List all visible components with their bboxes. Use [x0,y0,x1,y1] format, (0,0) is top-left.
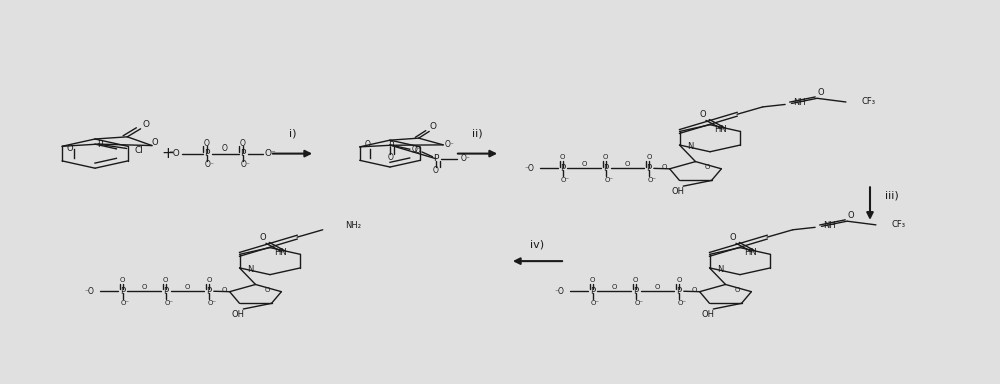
Text: O: O [646,154,652,160]
Text: O: O [560,154,565,160]
Text: O: O [142,120,149,129]
Text: O: O [705,164,710,170]
Text: O⁻: O⁻ [412,146,422,154]
Text: iv): iv) [530,240,545,250]
Text: O: O [152,138,158,147]
Text: N: N [718,265,724,274]
Text: iii): iii) [885,190,899,200]
Text: O⁻: O⁻ [241,160,251,169]
Text: P: P [676,287,682,296]
Text: O: O [222,286,227,293]
Text: P: P [560,164,565,173]
Text: NH: NH [793,98,806,107]
Text: P: P [633,287,638,296]
Text: Cl: Cl [134,146,143,154]
Text: ⁻O: ⁻O [168,149,180,158]
Text: O: O [206,277,212,283]
Text: O⁻: O⁻ [264,149,276,158]
Text: O: O [818,88,824,98]
Text: O: O [265,287,270,293]
Text: O⁻: O⁻ [647,177,657,183]
Text: P: P [204,149,210,158]
Text: O: O [142,284,147,290]
Text: O: O [433,166,439,175]
Text: O: O [612,284,617,290]
Text: NH: NH [823,221,836,230]
Text: CF₃: CF₃ [862,98,876,106]
Text: O: O [676,277,682,283]
Text: P: P [590,287,595,296]
Text: P: P [433,154,439,163]
Text: O: O [700,110,707,119]
Text: O: O [430,122,437,131]
Text: OH: OH [672,187,685,196]
Text: O⁻: O⁻ [444,141,454,149]
Text: P: P [388,141,393,150]
Text: O: O [185,284,190,290]
Text: O: O [222,144,228,154]
Text: O: O [364,140,370,149]
Text: O⁻: O⁻ [591,300,600,306]
Text: O: O [625,161,630,167]
Text: P: P [603,164,608,173]
Text: CF₃: CF₃ [892,220,906,229]
Text: O⁻: O⁻ [677,300,687,306]
Text: O⁻: O⁻ [205,160,215,169]
Text: O⁻: O⁻ [461,154,471,163]
Text: O: O [848,211,854,220]
Text: OH: OH [232,310,245,319]
Text: O: O [692,286,697,293]
Text: O⁻: O⁻ [604,177,613,183]
Text: ii): ii) [472,128,483,138]
Text: P: P [240,149,246,158]
Text: O: O [603,154,608,160]
Text: O⁻: O⁻ [164,300,173,306]
Text: P: P [163,287,168,296]
Text: ⁻O: ⁻O [524,164,534,173]
Text: NH₂: NH₂ [345,222,361,230]
Text: P: P [120,287,125,296]
Text: O⁻: O⁻ [207,300,217,306]
Text: i): i) [289,128,296,138]
Text: ⁻O: ⁻O [554,287,564,296]
Text: O: O [730,233,737,242]
Text: O: O [655,284,660,290]
Text: HN: HN [744,248,756,257]
Text: O: O [388,153,393,162]
Text: O: O [163,277,168,283]
Text: O: O [67,144,73,153]
Text: N: N [688,142,694,151]
Text: O: O [590,277,595,283]
Text: O: O [414,146,420,155]
Text: P: P [646,164,652,173]
Text: O: O [240,139,246,148]
Text: O: O [204,139,210,148]
Text: HN: HN [274,248,286,257]
Text: O: O [120,277,125,283]
Text: O: O [735,287,740,293]
Text: N: N [248,265,254,274]
Text: O⁻: O⁻ [634,300,643,306]
Text: P: P [206,287,212,296]
Text: ⁻O: ⁻O [84,287,94,296]
Text: O: O [582,161,587,167]
Text: O: O [662,164,667,170]
Text: +: + [162,146,174,161]
Text: O⁻: O⁻ [121,300,130,306]
Text: HN: HN [714,125,726,134]
Text: O: O [633,277,638,283]
Text: O⁻: O⁻ [561,177,570,183]
Text: P: P [98,140,103,149]
Text: OH: OH [702,310,715,319]
Text: O: O [260,233,267,242]
